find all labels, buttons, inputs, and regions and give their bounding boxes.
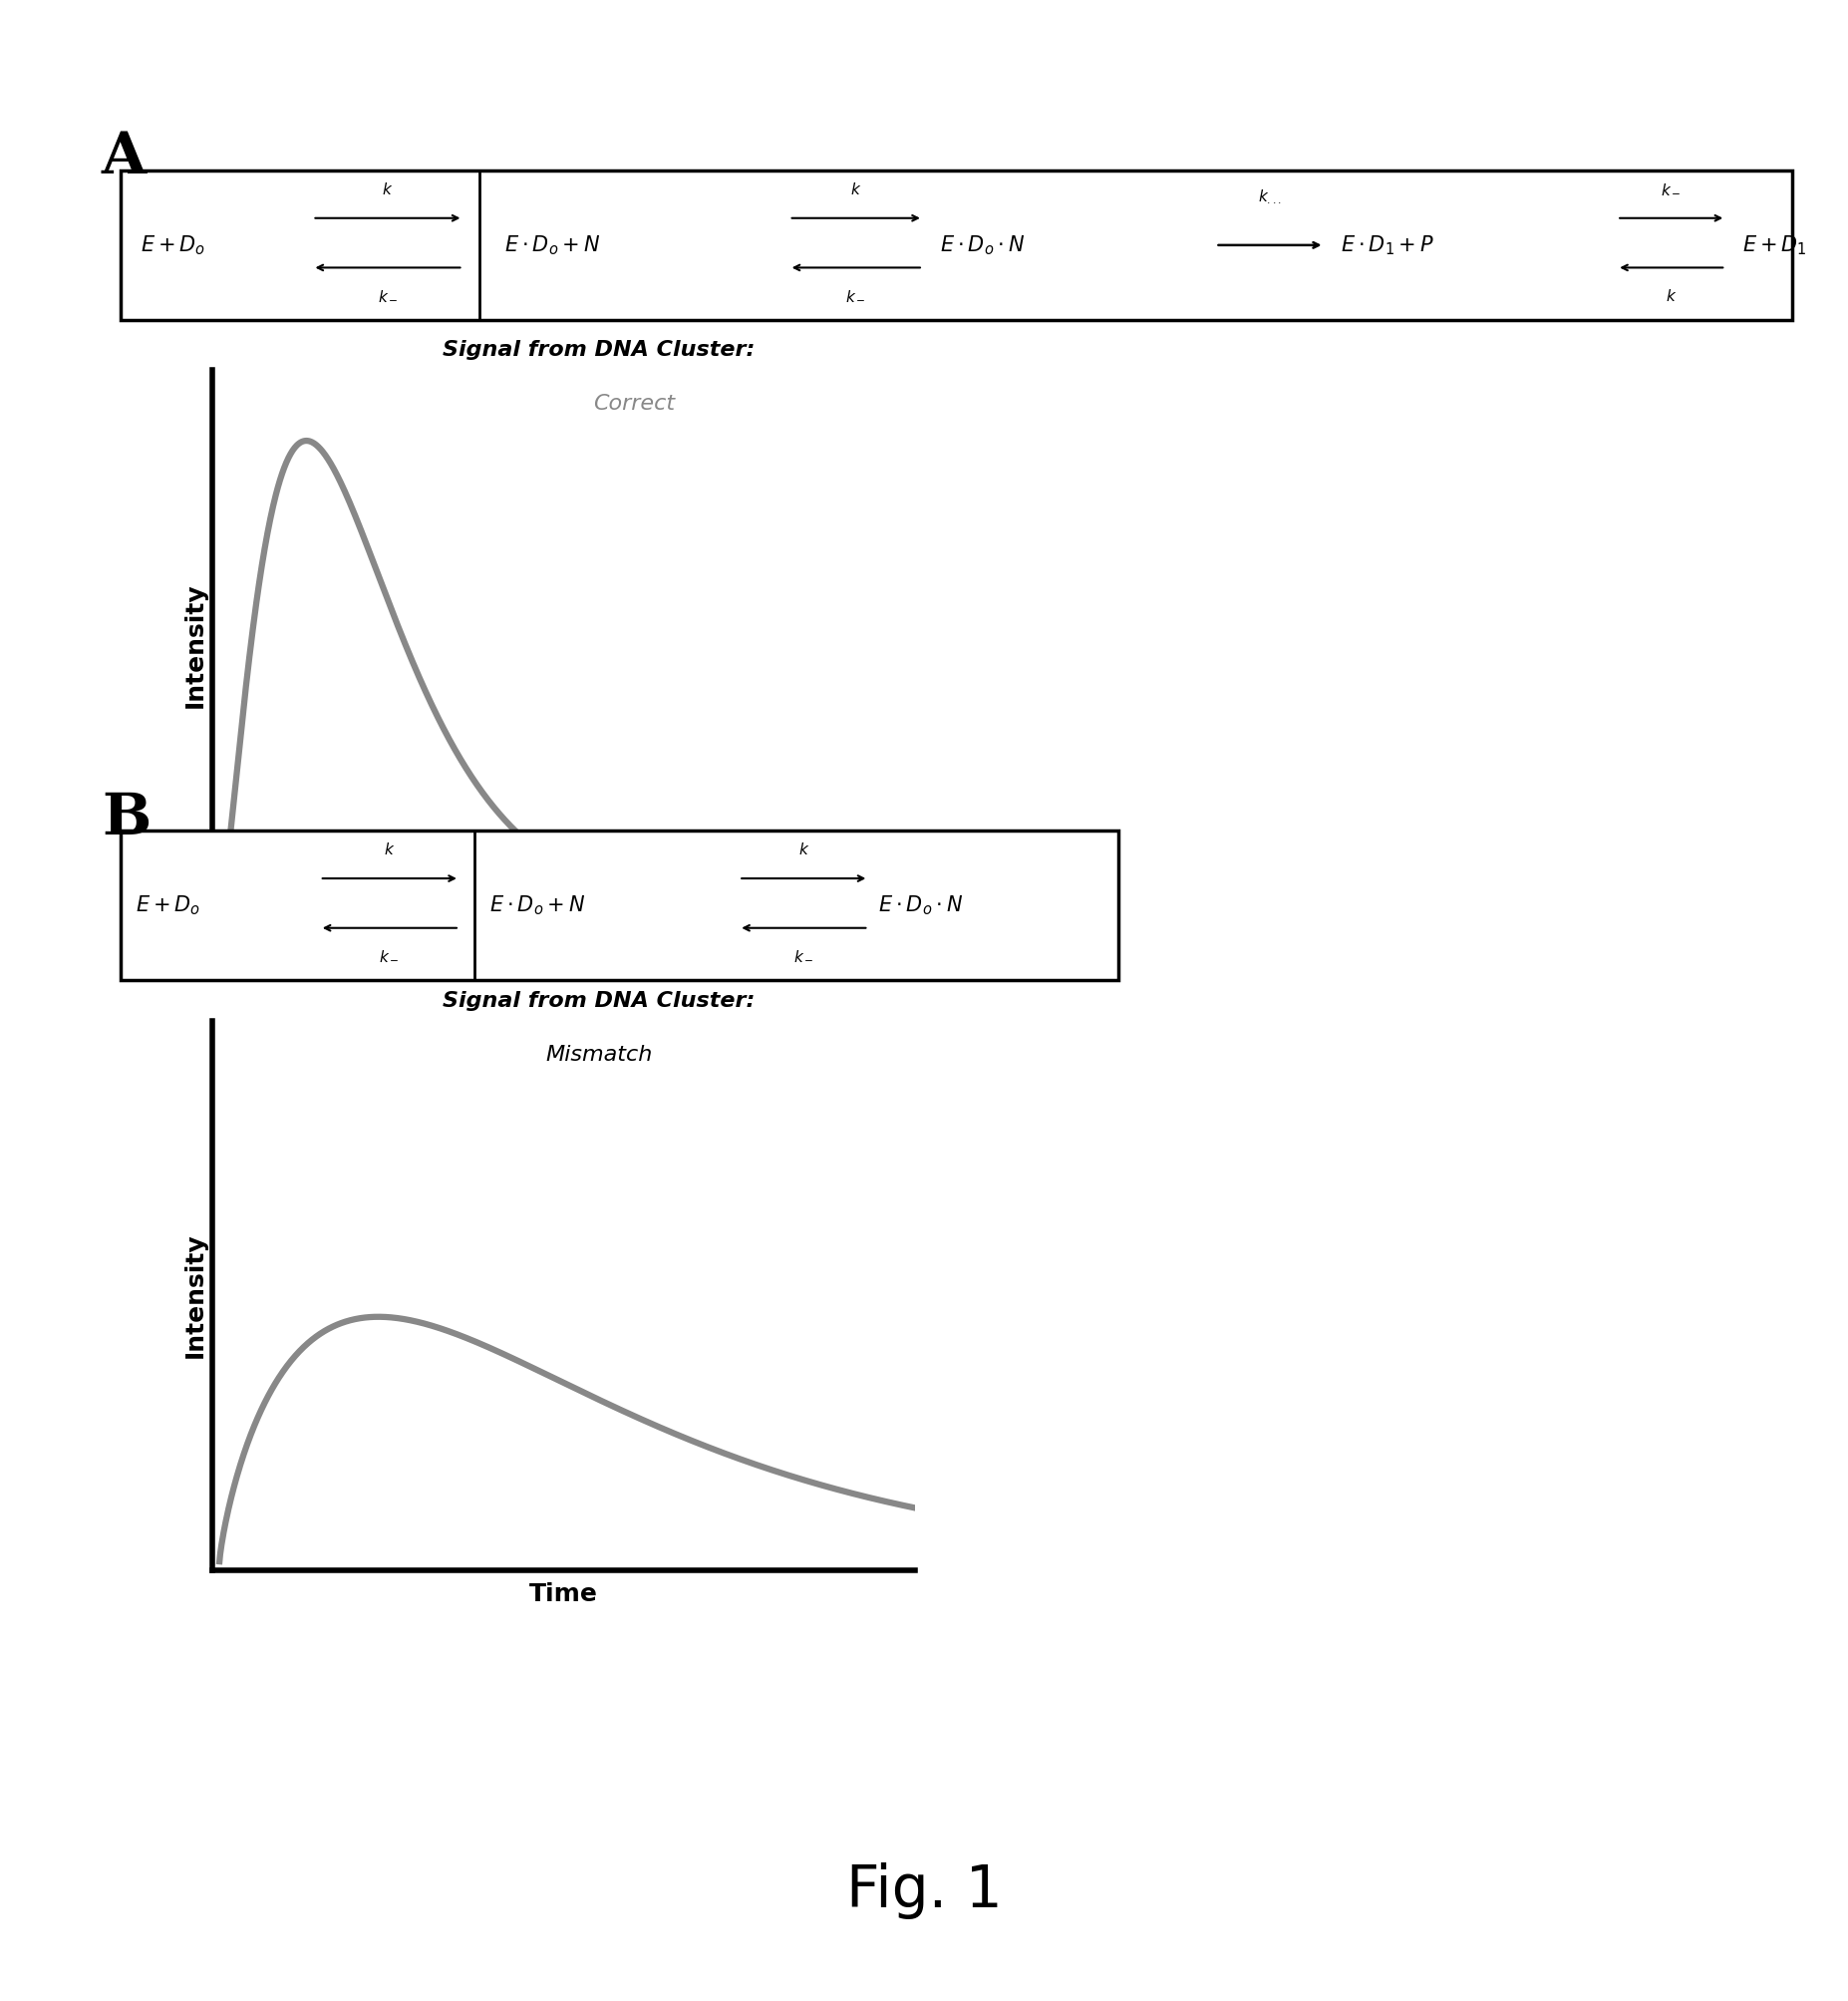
Text: B: B [102,790,152,846]
Text: $k$: $k$ [1665,288,1676,304]
Y-axis label: Intensity: Intensity [183,1233,207,1359]
X-axis label: Time: Time [529,1583,599,1605]
Y-axis label: Intensity: Intensity [183,582,207,708]
Text: $k_-$: $k_-$ [793,950,813,962]
Text: $k$: $k$ [850,182,861,198]
Text: $k$: $k$ [798,842,809,858]
Text: Fig. 1: Fig. 1 [846,1863,1002,1919]
Text: $k_-$: $k_-$ [846,290,867,302]
Text: $E \cdot D_1 + P$: $E \cdot D_1 + P$ [1342,234,1434,256]
Text: $k_-$: $k_-$ [1661,182,1682,196]
Text: $E \cdot D_o + N$: $E \cdot D_o + N$ [490,894,586,916]
Text: $E \cdot D_o + N$: $E \cdot D_o + N$ [505,234,601,256]
Text: $k_-$: $k_-$ [379,950,399,962]
Text: $E + D_o$: $E + D_o$ [140,234,205,256]
Text: $k_-$: $k_-$ [377,290,397,302]
Text: Signal from DNA Cluster:: Signal from DNA Cluster: [442,990,756,1011]
Text: Correct: Correct [593,394,675,414]
Text: $k$: $k$ [383,182,394,198]
Text: Signal from DNA Cluster:: Signal from DNA Cluster: [442,340,756,360]
Text: Mismatch: Mismatch [545,1045,652,1065]
Text: $E + D_1$: $E + D_1$ [1743,234,1807,256]
Text: $E \cdot D_o \cdot N$: $E \cdot D_o \cdot N$ [878,894,963,916]
Text: $E + D_o$: $E + D_o$ [135,894,200,916]
Text: $E \cdot D_o \cdot N$: $E \cdot D_o \cdot N$ [939,234,1026,256]
Text: $k$: $k$ [384,842,395,858]
Text: A: A [102,130,146,186]
X-axis label: Time: Time [529,932,599,954]
Text: $k_{...}$: $k_{...}$ [1258,188,1283,206]
